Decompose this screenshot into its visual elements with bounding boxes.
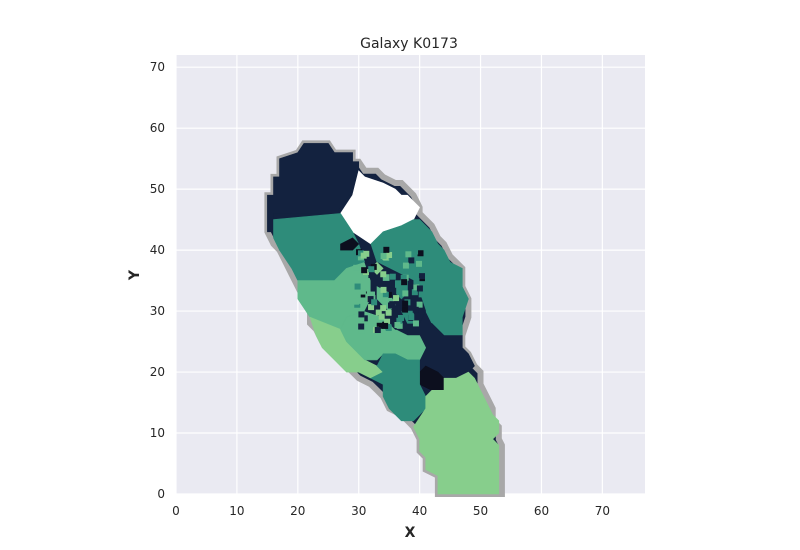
core-texture-pixel	[412, 320, 419, 327]
core-texture-pixel	[375, 309, 382, 316]
core-texture-pixel	[368, 291, 375, 298]
core-texture-pixel	[371, 299, 378, 306]
galaxy-map	[264, 140, 505, 497]
core-texture-pixel	[361, 315, 368, 322]
core-texture-pixel	[358, 311, 365, 318]
core-texture-pixel	[376, 322, 383, 329]
core-texture-pixel	[416, 301, 423, 308]
core-texture-pixel	[397, 305, 404, 312]
core-texture-pixel	[389, 273, 396, 280]
y-axis-label: Y	[127, 269, 143, 281]
chart-title: Galaxy K0173	[360, 36, 458, 52]
core-texture-pixel	[380, 305, 387, 312]
core-texture-pixel	[402, 262, 409, 269]
core-texture-pixel	[359, 288, 366, 295]
x-tick-label: 40	[412, 504, 427, 518]
core-texture-pixel	[416, 285, 423, 292]
core-texture-pixel	[382, 322, 389, 329]
core-texture-pixel	[368, 304, 375, 311]
core-texture-pixel	[385, 309, 392, 316]
core-texture-pixel	[394, 322, 401, 329]
core-texture-pixel	[358, 323, 365, 330]
y-tick-label: 10	[150, 426, 165, 440]
y-tick-label: 0	[157, 487, 165, 501]
y-tick-label: 20	[150, 365, 165, 379]
core-texture-pixel	[361, 267, 368, 274]
core-texture-pixel	[397, 314, 404, 321]
x-tick-label: 10	[229, 504, 244, 518]
core-texture-pixel	[384, 318, 391, 325]
core-texture-pixel	[400, 274, 407, 281]
region-teal-9	[370, 353, 427, 422]
y-tick-label: 50	[150, 182, 165, 196]
x-axis-label: X	[405, 525, 416, 541]
core-texture-pixel	[408, 314, 415, 321]
core-texture-pixel	[378, 313, 385, 320]
core-texture-pixel	[401, 279, 408, 286]
core-texture-pixel	[356, 297, 363, 304]
core-texture-pixel	[413, 278, 420, 285]
core-texture-pixel	[380, 271, 387, 278]
core-texture-pixel	[358, 327, 365, 334]
core-texture-pixel	[368, 266, 375, 273]
core-texture-pixel	[380, 286, 387, 293]
core-texture-pixel	[374, 327, 381, 334]
core-texture-pixel	[385, 291, 392, 298]
y-tick-label: 40	[150, 243, 165, 257]
y-tick-label: 30	[150, 304, 165, 318]
core-texture-pixel	[385, 281, 392, 288]
core-texture-pixel	[396, 255, 403, 262]
core-texture-pixel	[353, 264, 360, 271]
x-tick-label: 60	[534, 504, 549, 518]
core-texture-pixel	[354, 283, 361, 290]
core-texture-pixel	[402, 290, 409, 297]
x-tick-label: 50	[473, 504, 488, 518]
core-texture-pixel	[380, 253, 387, 260]
x-tick-labels: 0 10 20 30 40 50 60 70	[172, 504, 610, 518]
x-tick-label: 20	[290, 504, 305, 518]
y-tick-label: 60	[150, 121, 165, 135]
core-texture-pixel	[417, 250, 424, 257]
core-texture-pixel	[416, 260, 423, 267]
core-texture-pixel	[412, 248, 419, 255]
core-texture-pixel	[383, 246, 390, 253]
x-tick-label: 30	[351, 504, 366, 518]
core-texture-pixel	[418, 273, 425, 280]
core-texture-pixel	[367, 296, 374, 303]
region-light-green-10	[413, 371, 500, 495]
core-texture-pixel	[387, 302, 394, 309]
core-texture-pixel	[411, 289, 418, 296]
region-navy-0	[267, 143, 360, 233]
core-texture-pixel	[412, 306, 419, 313]
core-texture-pixel	[386, 252, 393, 259]
y-tick-label: 70	[150, 60, 165, 74]
core-texture-pixel	[382, 297, 389, 304]
core-texture-pixel	[358, 315, 365, 322]
core-texture-pixel	[382, 291, 389, 298]
core-texture-pixel	[390, 287, 397, 294]
core-texture-pixel	[368, 272, 375, 279]
x-tick-label: 70	[595, 504, 610, 518]
core-texture-pixel	[385, 323, 392, 330]
core-texture-pixel	[413, 284, 420, 291]
core-texture-pixel	[402, 306, 409, 313]
region-black-12	[340, 237, 360, 251]
core-texture-pixel	[405, 251, 412, 258]
core-texture-pixel	[408, 257, 415, 264]
core-texture-pixel	[354, 301, 361, 308]
y-tick-labels: 0 10 20 30 40 50 60 70	[150, 60, 165, 501]
core-texture-pixel	[393, 295, 400, 302]
core-texture-pixel	[418, 291, 425, 298]
x-tick-label: 0	[172, 504, 180, 518]
core-texture-pixel	[402, 300, 409, 307]
core-texture-pixel	[363, 250, 370, 257]
